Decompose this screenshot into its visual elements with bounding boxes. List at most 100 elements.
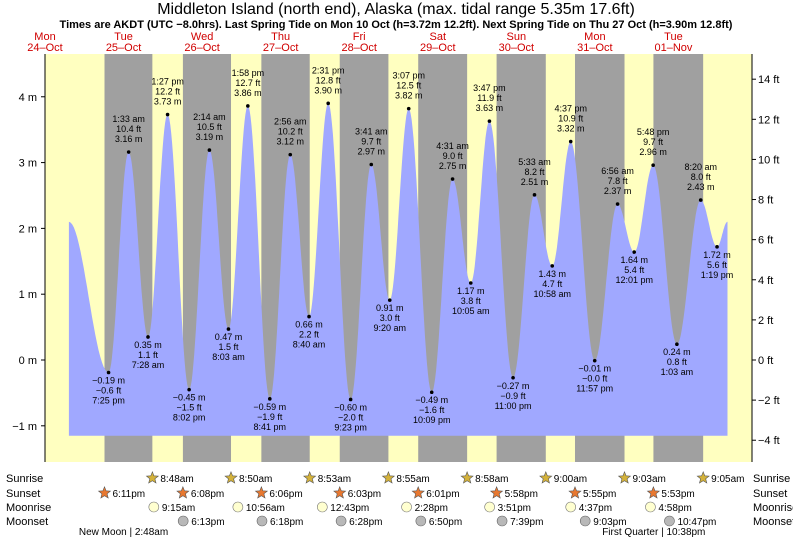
tide-point — [511, 375, 515, 380]
tide-label: 6:56 am — [601, 166, 634, 176]
tide-label: 3.12 m — [276, 137, 304, 147]
tide-label: 3.0 ft — [380, 313, 401, 323]
tide-label: 1.43 m — [538, 269, 566, 279]
day-name: Sat — [430, 31, 447, 43]
left-tick-label: 2 m — [19, 223, 37, 235]
tide-point — [126, 150, 131, 154]
sunrise-icon — [539, 470, 553, 484]
sunset-icon — [646, 485, 661, 499]
left-tick-label: 1 m — [19, 289, 37, 301]
day-name: Tue — [664, 31, 683, 43]
tide-label: 9:23 pm — [334, 422, 367, 432]
moonrise-time: 10:56am — [246, 503, 285, 514]
axes: −1 m 0 m 1 m 2 m 3 m 4 m −4 ft −2 ft 0 ft 2 ft 4 f… — [12, 54, 780, 462]
day-date: 29–Oct — [420, 42, 455, 54]
row-label-right: Sunset — [753, 488, 787, 500]
tide-label: 8.2 ft — [524, 167, 545, 177]
tide-label: 2:31 pm — [312, 65, 345, 75]
tide-label: −0.01 m — [578, 364, 611, 374]
day-date: 30–Oct — [499, 42, 534, 54]
tide-point — [369, 162, 374, 167]
tide-label: −1.5 ft — [176, 403, 202, 413]
moonrise-time: 3:51pm — [498, 503, 531, 514]
tide-label: 3.16 m — [115, 134, 143, 144]
sunset-icon — [254, 485, 269, 499]
tide-point — [698, 198, 703, 202]
sunset-icon — [97, 485, 112, 499]
tide-label: 1.72 m — [703, 250, 731, 260]
sunset-time: 5:58pm — [505, 489, 538, 500]
tide-label: 1:27 pm — [151, 77, 184, 87]
tide-label: 9:20 am — [373, 323, 406, 333]
tide-label: 9.0 ft — [443, 151, 464, 161]
tide-label: 3.8 ft — [461, 296, 482, 306]
tide-point — [267, 397, 272, 401]
tide-label: 2:56 am — [274, 117, 307, 127]
moonrise-time: 4:37pm — [579, 503, 612, 514]
tide-area — [68, 103, 728, 436]
tide-point — [468, 281, 473, 285]
sunrise-icon — [696, 470, 710, 484]
tide-label: 8:02 pm — [173, 413, 206, 423]
tide-label: 11:57 pm — [576, 384, 613, 394]
sunrise-time: 8:58am — [475, 474, 508, 485]
tide-label: −1.6 ft — [419, 405, 445, 415]
tide-label: 3.32 m — [557, 124, 585, 134]
right-tick-label: 6 ft — [758, 235, 773, 247]
tide-point — [615, 202, 620, 206]
tide-label: 1:19 pm — [701, 270, 734, 280]
tide-label: 2:14 am — [193, 112, 226, 122]
sunrise-icon — [460, 470, 474, 484]
tide-label: 3.90 m — [314, 85, 342, 95]
moonset-icon — [335, 515, 347, 527]
tide-label: 12.5 ft — [396, 81, 422, 91]
moonset-time: 10:47pm — [677, 517, 716, 528]
tide-label: 12.8 ft — [316, 75, 342, 85]
tide-point — [307, 314, 311, 319]
tide-label: 0.8 ft — [667, 357, 688, 367]
row-label-right: Moonrise — [753, 502, 793, 514]
tide-point — [592, 358, 597, 363]
tide-label: 1.17 m — [457, 286, 485, 296]
moonrise-time: 4:58pm — [658, 503, 691, 514]
tide-label: 8:03 am — [212, 352, 245, 362]
tide-label: −2.0 ft — [338, 412, 364, 422]
tide-label: 10:09 pm — [413, 415, 451, 425]
moonset-time: 6:50pm — [429, 517, 462, 528]
tide-label: −1.9 ft — [257, 412, 283, 422]
tide-label: 3:41 am — [355, 127, 388, 137]
day-date: 28–Oct — [341, 42, 376, 54]
sunset-time: 5:53pm — [661, 489, 694, 500]
sunrise-time: 8:53am — [318, 474, 351, 485]
sunrise-time: 9:05am — [711, 474, 744, 485]
day-name: Thu — [271, 31, 290, 43]
tide-label: 2.96 m — [639, 147, 667, 157]
tide-label: 1.1 ft — [138, 350, 159, 360]
tide-label: 0.35 m — [134, 340, 162, 350]
tide-point — [207, 148, 212, 152]
tide-label: 0.91 m — [376, 303, 404, 313]
tide-label: 5:33 am — [518, 157, 551, 167]
tide-label: 10:58 am — [533, 289, 571, 299]
sunset-icon — [411, 485, 425, 499]
tide-label: 4:37 pm — [554, 104, 587, 114]
day-name: Wed — [191, 31, 213, 43]
right-tick-label: 12 ft — [758, 114, 779, 126]
day-date: 26–Oct — [184, 42, 219, 54]
sunset-icon — [568, 485, 582, 499]
tide-label: 12:01 pm — [615, 275, 653, 285]
moonset-time: 7:39pm — [510, 517, 543, 528]
tide-point — [715, 245, 719, 249]
tide-label: 1:33 am — [112, 114, 145, 124]
sunrise-time: 9:00am — [554, 474, 587, 485]
tide-label: 7.8 ft — [608, 176, 629, 186]
left-tick-label: 4 m — [19, 92, 37, 104]
tide-point — [387, 298, 392, 302]
tide-point — [348, 397, 353, 402]
left-tick-label: 0 m — [19, 355, 37, 367]
tide-point — [165, 112, 170, 117]
day-headers: Mon24–OctTue25–OctWed26–OctThu27–OctFri2… — [27, 31, 693, 54]
tide-point — [246, 104, 250, 108]
tide-point — [429, 390, 434, 395]
